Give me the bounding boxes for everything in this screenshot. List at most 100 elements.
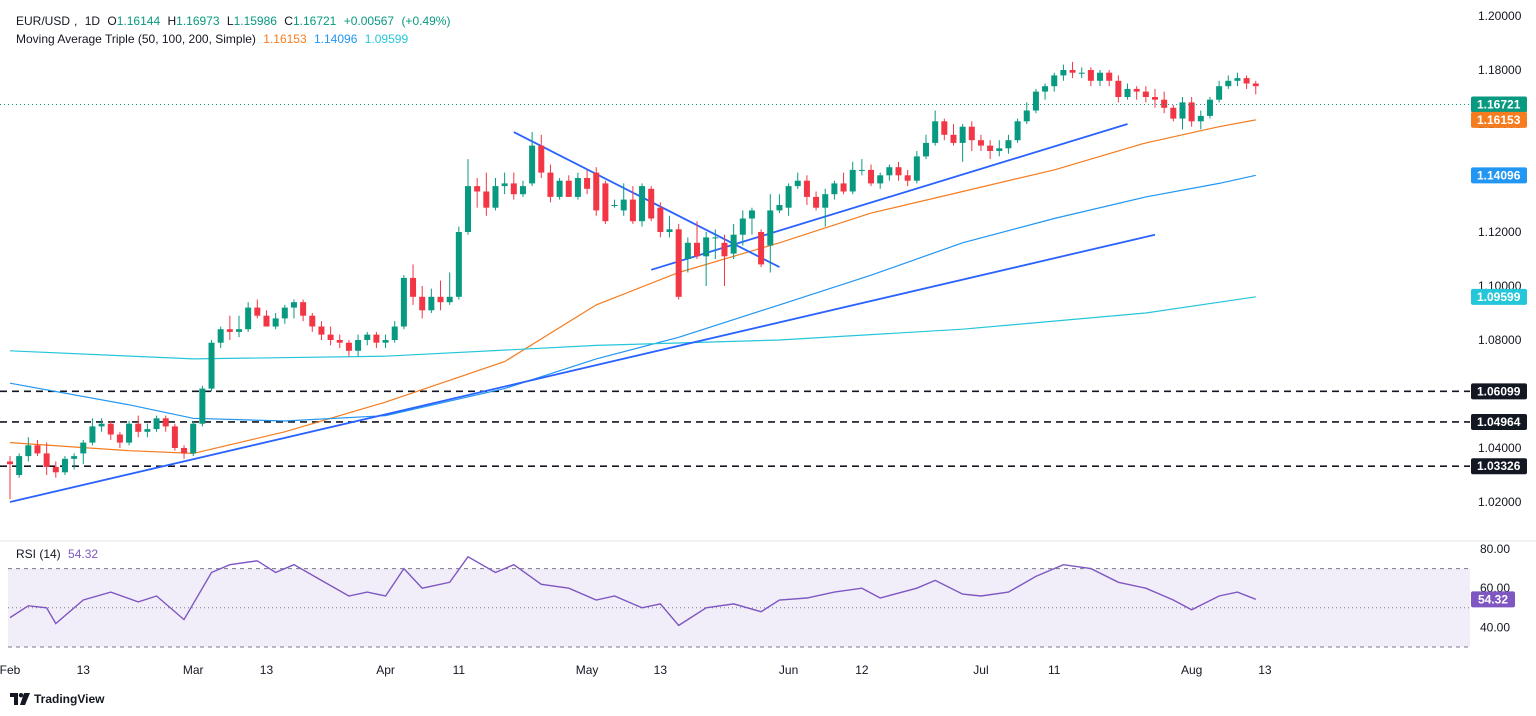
candle[interactable]	[80, 439, 87, 465]
candle[interactable]	[171, 423, 178, 451]
candle[interactable]	[1197, 110, 1204, 130]
price-axis[interactable]: 1.200001.180001.160001.140001.120001.100…	[1478, 9, 1522, 509]
candle[interactable]	[345, 340, 352, 357]
candle[interactable]	[868, 164, 875, 187]
candle[interactable]	[116, 431, 123, 448]
candle[interactable]	[987, 140, 994, 160]
candle[interactable]	[208, 340, 215, 392]
candle[interactable]	[684, 237, 691, 273]
candle[interactable]	[1005, 134, 1012, 154]
timeframe[interactable]: 1D	[84, 14, 101, 28]
candle[interactable]	[455, 226, 462, 300]
candle[interactable]	[1133, 86, 1140, 100]
candle[interactable]	[254, 299, 261, 319]
candle[interactable]	[474, 178, 481, 208]
candle[interactable]	[602, 180, 609, 224]
candle[interactable]	[529, 132, 536, 187]
candle[interactable]	[712, 229, 719, 259]
candle[interactable]	[162, 415, 169, 432]
candle[interactable]	[913, 151, 920, 184]
candle[interactable]	[1115, 75, 1122, 103]
candle[interactable]	[813, 191, 820, 211]
candle[interactable]	[574, 172, 581, 200]
candle[interactable]	[831, 180, 838, 200]
trendline-support-lower[interactable]	[9, 233, 1156, 503]
candle[interactable]	[932, 110, 939, 146]
ma-100-line[interactable]	[9, 174, 1256, 422]
candle[interactable]	[1161, 91, 1168, 114]
rsi-legend[interactable]: RSI (14) 54.32	[16, 546, 98, 562]
candle[interactable]	[419, 286, 426, 319]
candle[interactable]	[519, 180, 526, 197]
candle[interactable]	[126, 421, 133, 446]
candle[interactable]	[144, 423, 151, 438]
candle[interactable]	[236, 315, 242, 338]
candle[interactable]	[675, 223, 682, 300]
candle[interactable]	[895, 161, 902, 181]
candle[interactable]	[629, 186, 636, 224]
candle[interactable]	[776, 194, 783, 214]
candle[interactable]	[190, 421, 197, 457]
candle[interactable]	[758, 229, 765, 268]
candle[interactable]	[107, 421, 114, 440]
candle[interactable]	[721, 234, 728, 286]
candle[interactable]	[904, 169, 911, 187]
candle[interactable]	[61, 456, 68, 475]
candle[interactable]	[1060, 64, 1067, 81]
candle[interactable]	[886, 164, 893, 181]
candle[interactable]	[1188, 97, 1195, 127]
candle[interactable]	[849, 161, 856, 195]
candle[interactable]	[803, 175, 810, 205]
trendline-support-upper[interactable]	[650, 123, 1128, 271]
candle[interactable]	[52, 461, 59, 478]
candle[interactable]	[1234, 72, 1241, 87]
candle[interactable]	[730, 223, 737, 259]
candle[interactable]	[565, 175, 572, 197]
candle[interactable]	[327, 326, 334, 346]
candle[interactable]	[300, 299, 307, 322]
candle[interactable]	[410, 264, 417, 305]
candle[interactable]	[400, 275, 407, 330]
candle[interactable]	[34, 439, 41, 457]
candle[interactable]	[336, 334, 343, 349]
candle[interactable]	[858, 159, 865, 176]
candle[interactable]	[767, 194, 774, 273]
candle[interactable]	[263, 310, 270, 327]
rsi-series-line[interactable]	[9, 555, 1257, 627]
candle[interactable]	[355, 334, 362, 357]
candle[interactable]	[98, 418, 105, 432]
candle[interactable]	[382, 334, 389, 349]
candle[interactable]	[657, 202, 664, 238]
candle[interactable]	[620, 183, 627, 216]
candle[interactable]	[437, 280, 444, 311]
candle[interactable]	[1042, 83, 1049, 100]
candle[interactable]	[547, 164, 554, 203]
candle[interactable]	[492, 178, 499, 211]
candle[interactable]	[25, 437, 32, 462]
candle[interactable]	[648, 186, 655, 222]
candle[interactable]	[391, 321, 398, 343]
candle[interactable]	[245, 302, 252, 332]
candle[interactable]	[666, 215, 673, 238]
candle[interactable]	[446, 272, 453, 305]
candle[interactable]	[89, 418, 96, 446]
candle[interactable]	[135, 415, 142, 438]
ma-200-line[interactable]	[9, 296, 1256, 360]
candle[interactable]	[43, 442, 50, 475]
candle[interactable]	[941, 118, 948, 141]
candle[interactable]	[556, 178, 563, 200]
candle[interactable]	[1014, 118, 1021, 143]
candle[interactable]	[1032, 88, 1039, 114]
tradingview-logo[interactable]: TradingView	[10, 690, 104, 708]
candle[interactable]	[996, 140, 1003, 157]
candle[interactable]	[739, 210, 746, 246]
candle[interactable]	[364, 331, 371, 346]
candle[interactable]	[1170, 105, 1177, 122]
candle[interactable]	[71, 453, 78, 470]
candle[interactable]	[281, 304, 288, 324]
candle[interactable]	[16, 453, 23, 478]
candle[interactable]	[272, 313, 279, 330]
candle[interactable]	[217, 326, 224, 349]
candle[interactable]	[794, 172, 801, 189]
